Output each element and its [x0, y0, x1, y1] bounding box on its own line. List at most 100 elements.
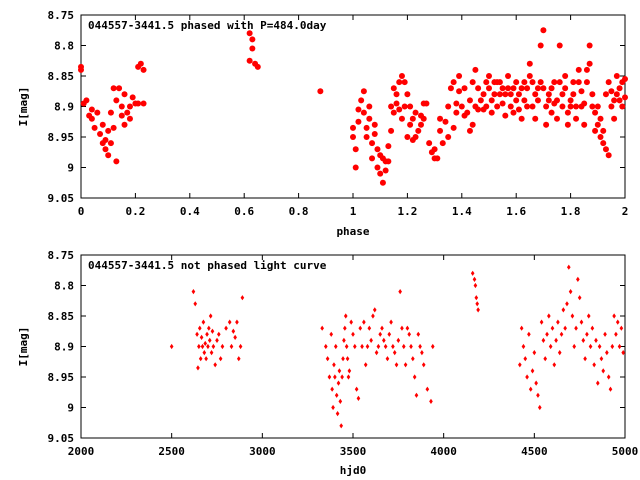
data-point — [610, 343, 615, 350]
data-point — [450, 124, 457, 131]
data-point — [385, 158, 392, 165]
data-point — [594, 121, 601, 128]
data-point — [583, 356, 587, 362]
data-point — [556, 79, 563, 86]
data-point — [475, 85, 482, 92]
data-point — [578, 88, 585, 95]
data-point — [233, 334, 237, 340]
data-point — [330, 386, 334, 392]
data-point — [521, 79, 528, 86]
data-point — [110, 85, 117, 92]
data-point — [534, 97, 541, 104]
data-point — [363, 124, 370, 131]
data-point — [78, 66, 84, 73]
data-point — [477, 97, 484, 104]
data-point — [382, 337, 386, 343]
data-point — [360, 343, 364, 350]
data-point — [532, 115, 539, 122]
data-point — [229, 343, 234, 350]
data-point — [562, 73, 569, 79]
data-point — [107, 109, 114, 116]
data-point — [350, 134, 356, 140]
data-point — [193, 301, 198, 307]
data-point — [530, 368, 535, 374]
data-point — [121, 121, 128, 128]
x-tick-label: 2 — [622, 205, 629, 218]
data-point — [526, 73, 533, 79]
data-point — [396, 79, 403, 86]
data-point — [466, 127, 473, 134]
data-point — [532, 91, 539, 98]
data-point — [390, 85, 397, 92]
data-point — [325, 356, 330, 362]
data-point — [548, 109, 555, 116]
data-point — [197, 343, 201, 350]
data-point — [608, 386, 613, 392]
y-axis-title: I[mag] — [17, 87, 30, 127]
data-point — [215, 337, 219, 343]
data-point — [521, 343, 526, 350]
y-tick-label: 8.95 — [48, 371, 75, 384]
data-point — [589, 91, 596, 98]
y-tick-label: 8.9 — [54, 101, 74, 114]
data-point — [231, 328, 236, 334]
data-point — [339, 423, 344, 429]
data-point — [396, 337, 401, 343]
data-point — [196, 365, 200, 371]
data-point — [390, 109, 397, 116]
y-tick-label: 8.85 — [48, 310, 75, 323]
plot-title: 044557-3441.5 phased with P=484.0day — [88, 19, 327, 32]
data-point — [362, 319, 366, 325]
data-point — [466, 97, 473, 104]
data-point — [388, 103, 395, 110]
data-point — [107, 140, 114, 147]
data-point — [594, 337, 598, 343]
data-point — [559, 103, 566, 110]
data-point — [534, 380, 538, 386]
data-point — [526, 60, 533, 67]
data-point — [169, 343, 174, 350]
data-point — [525, 374, 529, 380]
data-point — [548, 343, 553, 350]
x-tick-label: 3500 — [340, 445, 367, 458]
y-tick-label: 8.85 — [48, 70, 75, 83]
data-point — [537, 42, 544, 49]
x-tick-label: 4000 — [430, 445, 457, 458]
data-point — [603, 331, 607, 337]
data-point — [434, 155, 441, 162]
data-point — [583, 66, 590, 73]
data-point — [379, 179, 386, 186]
data-point — [586, 42, 593, 49]
data-point — [616, 85, 623, 92]
data-point — [469, 79, 476, 86]
data-point — [378, 331, 383, 337]
data-point — [585, 331, 589, 337]
data-point — [360, 88, 367, 95]
data-point — [88, 106, 95, 113]
data-point — [423, 100, 430, 107]
data-point — [320, 325, 324, 331]
phased-panel: 0 0.2 0.4 0.6 0.8 1 1.2 1.4 1.6 1.8 2 8.75 8.8 8.85 8.… — [17, 9, 628, 238]
data-point — [505, 85, 512, 92]
data-point — [559, 331, 564, 337]
data-point — [341, 356, 345, 362]
data-point — [573, 115, 580, 122]
x-tick-label: 4500 — [521, 445, 548, 458]
data-point — [614, 331, 618, 337]
data-point — [505, 73, 512, 79]
data-point — [592, 362, 596, 368]
data-point — [488, 97, 495, 104]
x-tick-label: 0.4 — [180, 205, 200, 218]
data-point — [563, 325, 567, 331]
data-point — [507, 91, 514, 98]
data-point — [430, 343, 435, 350]
data-point — [532, 350, 537, 356]
data-point — [594, 103, 601, 110]
data-point — [240, 295, 245, 301]
data-point — [426, 140, 433, 147]
data-point — [567, 103, 574, 110]
data-point — [333, 343, 338, 350]
data-point — [137, 60, 144, 67]
data-point — [475, 301, 480, 307]
data-point — [619, 103, 626, 110]
